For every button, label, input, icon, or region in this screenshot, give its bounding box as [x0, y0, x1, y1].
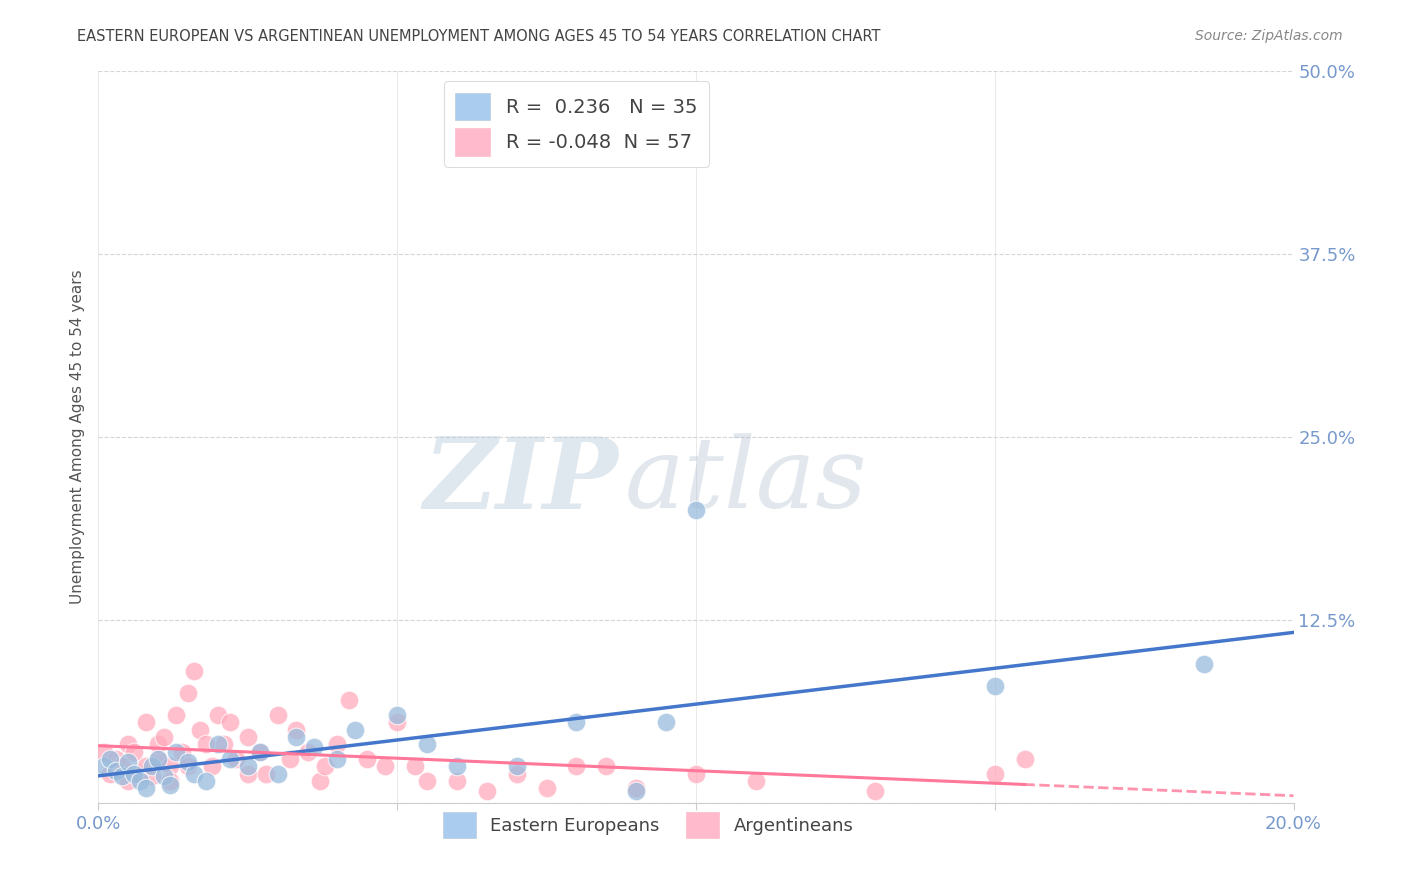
Point: [745, 773, 768, 788]
Point: [685, 503, 707, 517]
Point: [165, 708, 187, 723]
Point: [236, 759, 259, 773]
Point: [195, 773, 218, 788]
Point: [302, 740, 325, 755]
Point: [284, 723, 307, 737]
Point: [177, 755, 200, 769]
Point: [195, 737, 218, 751]
Point: [183, 766, 205, 780]
Point: [267, 766, 290, 780]
Point: [404, 759, 426, 773]
Text: ZIP: ZIP: [423, 433, 619, 529]
Point: [416, 737, 439, 751]
Point: [141, 769, 163, 783]
Point: [284, 730, 307, 744]
Point: [225, 752, 247, 766]
Point: [183, 664, 205, 678]
Point: [984, 679, 1007, 693]
Point: [1014, 752, 1036, 766]
Point: [984, 766, 1007, 780]
Point: [111, 769, 134, 783]
Point: [339, 693, 361, 707]
Point: [165, 745, 187, 759]
Point: [93, 759, 115, 773]
Point: [124, 745, 146, 759]
Point: [308, 773, 330, 788]
Point: [148, 737, 170, 751]
Point: [93, 745, 115, 759]
Point: [655, 715, 678, 730]
Point: [207, 737, 229, 751]
Point: [188, 723, 211, 737]
Point: [177, 686, 200, 700]
Point: [626, 781, 648, 796]
Point: [446, 773, 468, 788]
Point: [865, 784, 887, 798]
Point: [129, 766, 152, 780]
Point: [1192, 657, 1215, 671]
Point: [98, 766, 122, 780]
Point: [297, 745, 319, 759]
Point: [278, 752, 301, 766]
Point: [159, 778, 181, 792]
Point: [207, 708, 229, 723]
Point: [506, 766, 529, 780]
Point: [135, 715, 157, 730]
Point: [117, 755, 139, 769]
Point: [249, 745, 271, 759]
Point: [141, 759, 163, 773]
Point: [356, 752, 378, 766]
Point: [416, 773, 439, 788]
Point: [135, 781, 157, 796]
Point: [212, 737, 235, 751]
Point: [595, 759, 617, 773]
Point: [315, 759, 337, 773]
Point: [236, 766, 259, 780]
Point: [105, 764, 128, 778]
Point: [236, 730, 259, 744]
Point: [117, 737, 139, 751]
Point: [446, 759, 468, 773]
Point: [129, 773, 152, 788]
Text: EASTERN EUROPEAN VS ARGENTINEAN UNEMPLOYMENT AMONG AGES 45 TO 54 YEARS CORRELATI: EASTERN EUROPEAN VS ARGENTINEAN UNEMPLOY…: [77, 29, 880, 44]
Point: [153, 730, 176, 744]
Text: Source: ZipAtlas.com: Source: ZipAtlas.com: [1195, 29, 1343, 43]
Point: [685, 766, 707, 780]
Point: [254, 766, 277, 780]
Point: [219, 752, 242, 766]
Point: [374, 759, 396, 773]
Point: [326, 737, 349, 751]
Point: [177, 759, 200, 773]
Point: [105, 752, 128, 766]
Text: atlas: atlas: [624, 434, 868, 529]
Point: [385, 708, 409, 723]
Point: [201, 759, 224, 773]
Point: [98, 752, 122, 766]
Point: [124, 766, 146, 780]
Point: [249, 745, 271, 759]
Point: [475, 784, 498, 798]
Point: [172, 745, 194, 759]
Point: [385, 715, 409, 730]
Legend: Eastern Europeans, Argentineans: Eastern Europeans, Argentineans: [436, 805, 860, 845]
Point: [159, 773, 181, 788]
Point: [117, 773, 139, 788]
Point: [148, 752, 170, 766]
Point: [626, 784, 648, 798]
Y-axis label: Unemployment Among Ages 45 to 54 years: Unemployment Among Ages 45 to 54 years: [69, 269, 84, 605]
Point: [153, 769, 176, 783]
Point: [536, 781, 558, 796]
Point: [565, 759, 588, 773]
Point: [111, 759, 134, 773]
Point: [565, 715, 588, 730]
Point: [148, 752, 170, 766]
Point: [344, 723, 367, 737]
Point: [326, 752, 349, 766]
Point: [506, 759, 529, 773]
Point: [135, 759, 157, 773]
Point: [159, 759, 181, 773]
Point: [219, 715, 242, 730]
Point: [267, 708, 290, 723]
